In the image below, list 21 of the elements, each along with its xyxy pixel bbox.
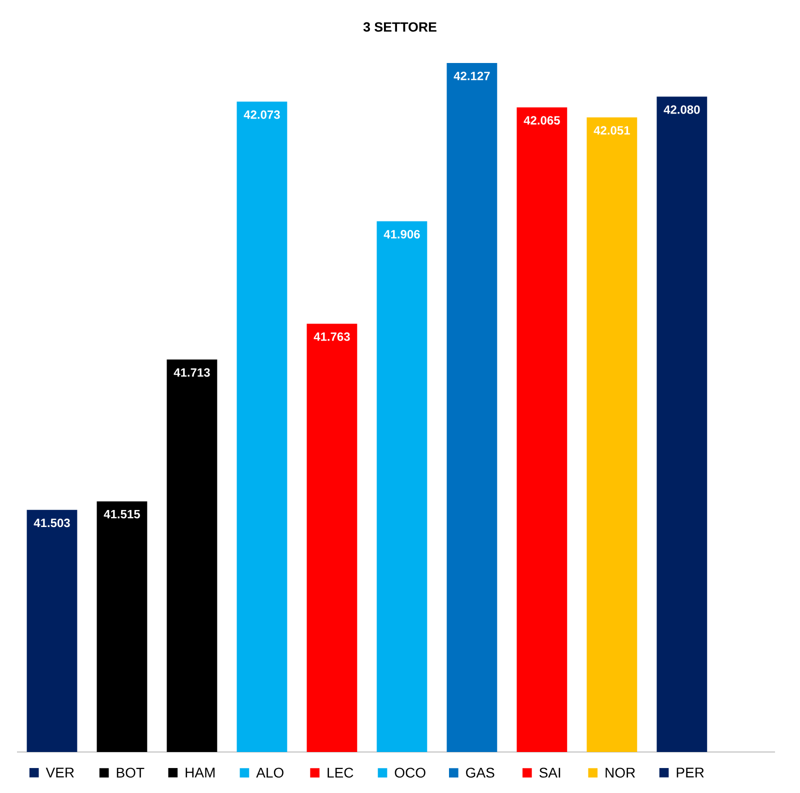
x-tick-label: NOR bbox=[606, 768, 635, 778]
x-tick-label: PER bbox=[676, 768, 704, 778]
x-tick-label: LEC bbox=[328, 768, 354, 778]
x-tick-label: OCO bbox=[394, 768, 426, 778]
data-label: 42.051 bbox=[594, 126, 630, 135]
chart-title: 3 SETTORE bbox=[363, 22, 436, 32]
data-label: 42.080 bbox=[664, 105, 700, 114]
x-tick-label: ALO bbox=[256, 768, 284, 778]
data-label: 41.713 bbox=[174, 368, 210, 377]
data-label: 41.515 bbox=[104, 510, 140, 518]
data-label: 41.503 bbox=[34, 518, 70, 528]
data-label: 42.065 bbox=[524, 116, 560, 125]
x-tick-label: BOT bbox=[116, 768, 144, 778]
x-tick-label: VER bbox=[46, 768, 74, 778]
data-label: 41.763 bbox=[314, 332, 350, 341]
data-label: 41.906 bbox=[384, 230, 420, 238]
x-tick-label: SAI bbox=[539, 768, 560, 778]
data-label: 42.127 bbox=[454, 72, 490, 80]
data-label: 42.073 bbox=[244, 110, 280, 119]
x-tick-label: GAS bbox=[466, 768, 494, 778]
x-tick-label: HAM bbox=[186, 768, 215, 778]
